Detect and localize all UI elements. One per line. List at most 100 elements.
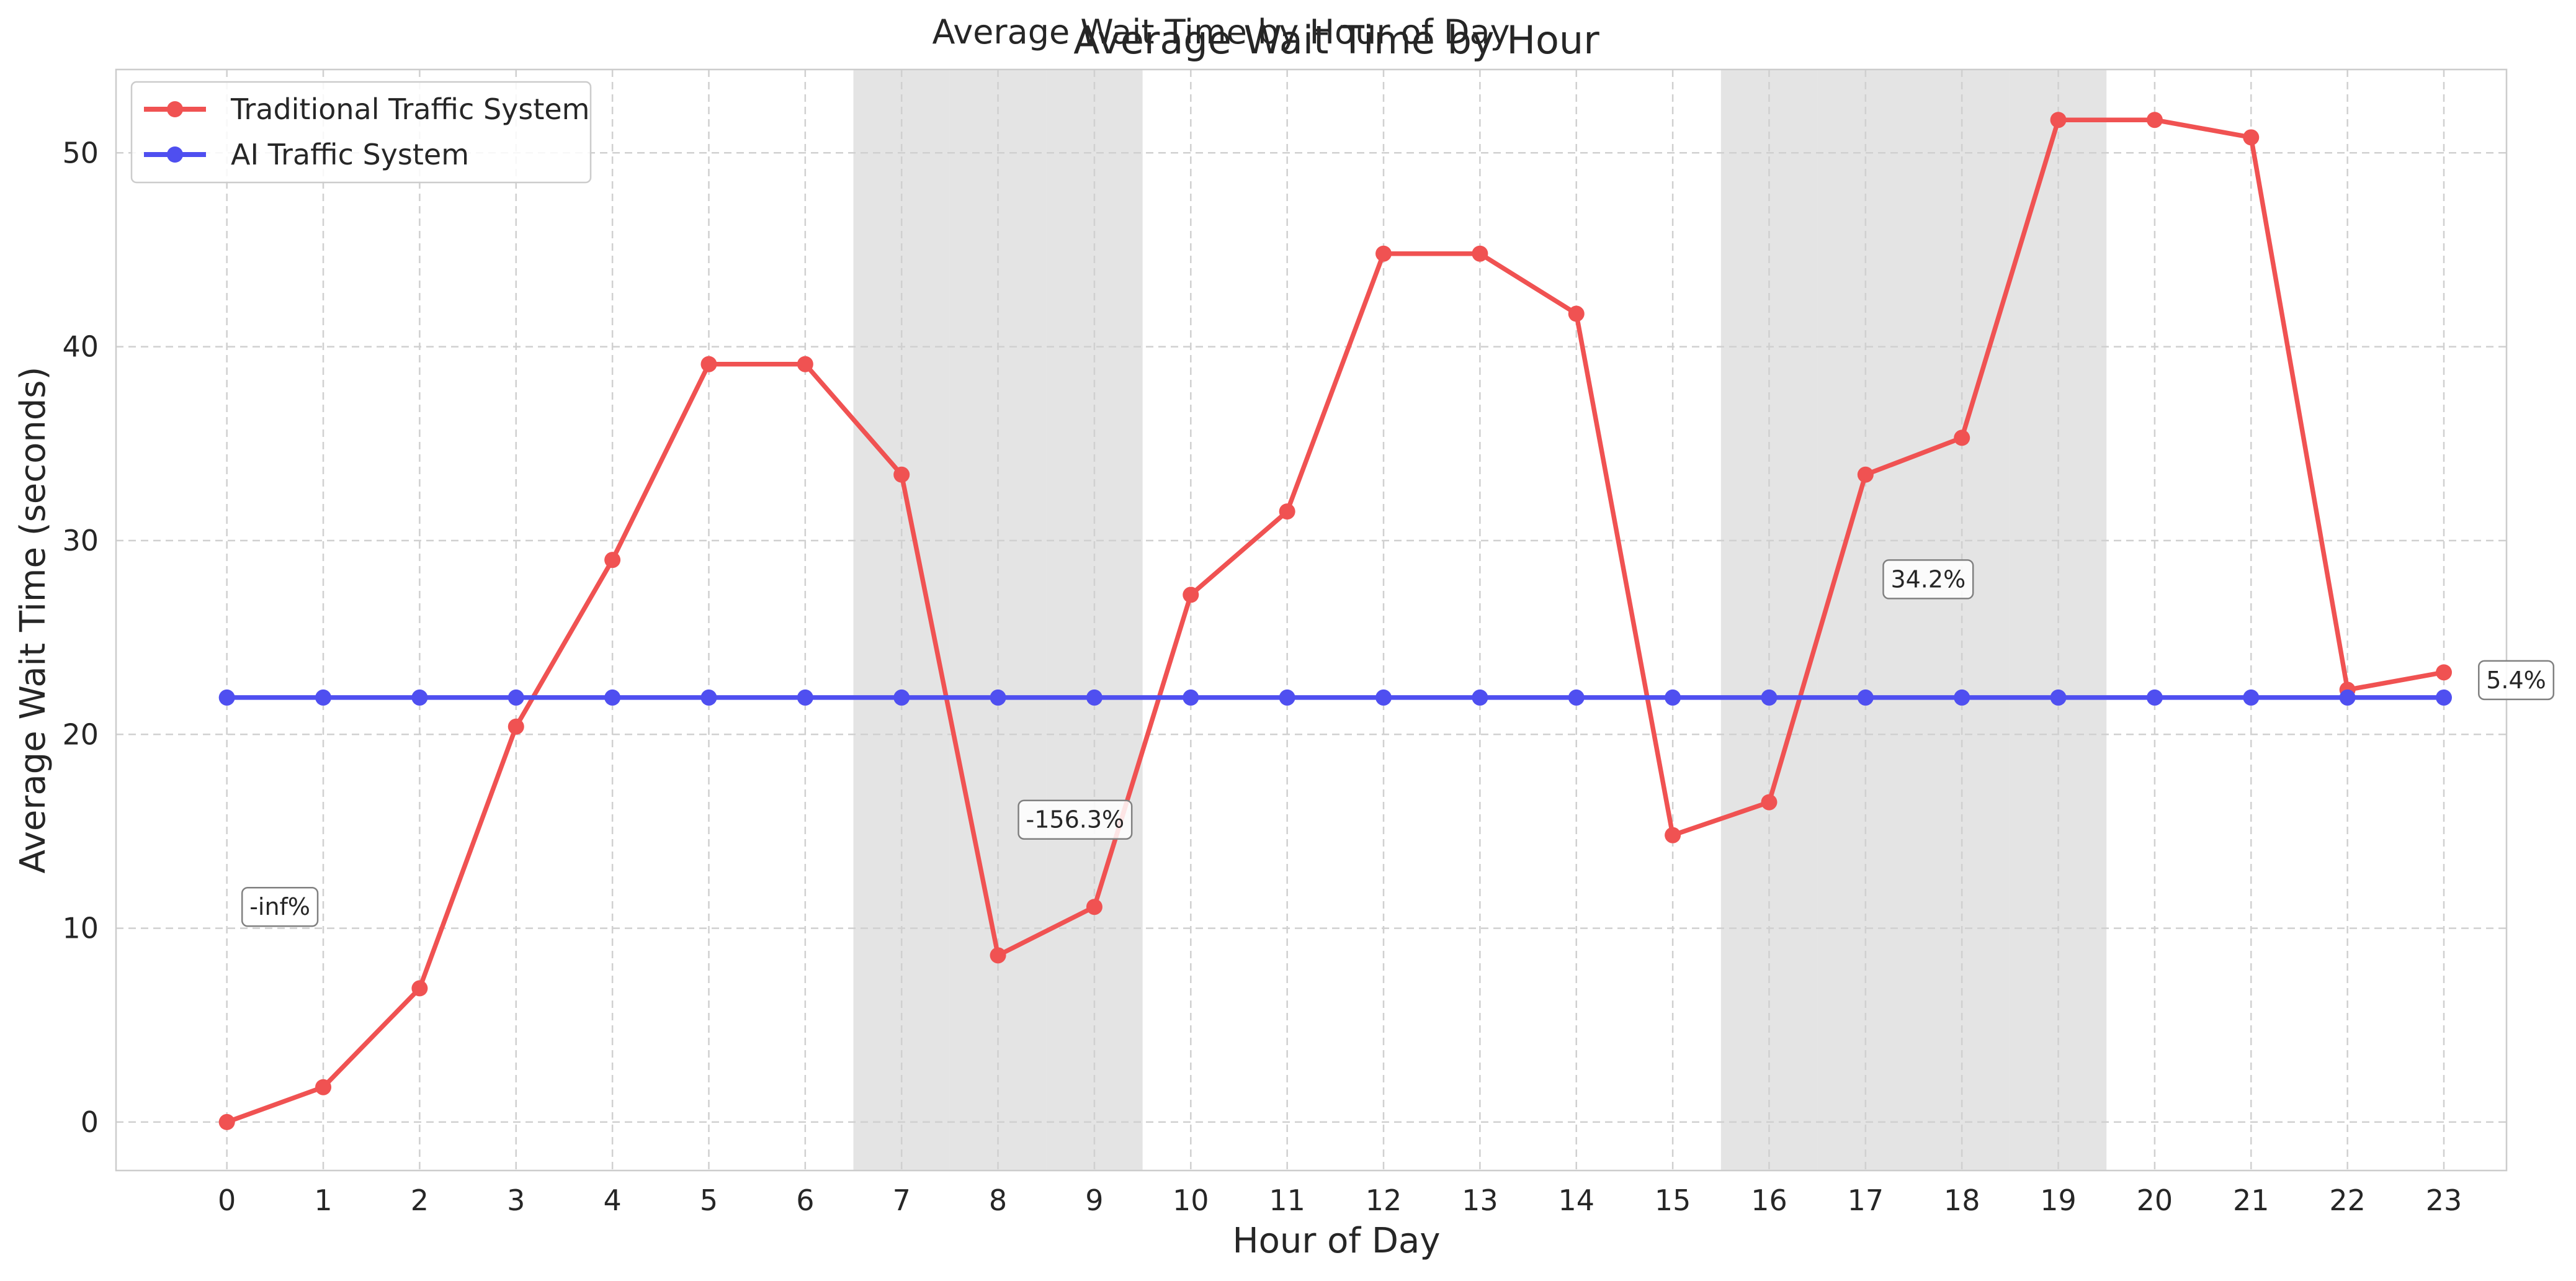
- series: [218, 112, 2453, 1130]
- x-tick-label: 22: [2329, 1184, 2366, 1217]
- x-tick-label: 9: [1085, 1184, 1103, 1217]
- data-point-traditional: [2146, 112, 2163, 128]
- annotation-box: [1017, 799, 1133, 840]
- x-tick-label: 11: [1269, 1184, 1305, 1217]
- y-axis-label: Average Wait Time (seconds): [13, 367, 53, 874]
- data-point-ai: [2436, 689, 2453, 706]
- x-tick-label: 1: [314, 1184, 332, 1217]
- data-point-traditional: [1472, 245, 1488, 262]
- data-point-ai: [990, 689, 1006, 706]
- data-point-ai: [1472, 689, 1488, 706]
- data-point-ai: [2146, 689, 2163, 706]
- legend-label-traditional: Traditional Traffic System: [230, 92, 589, 126]
- x-tick-label: 7: [893, 1184, 911, 1217]
- x-tick-label: 18: [1944, 1184, 1980, 1217]
- legend: Traditional Traffic System AI Traffic Sy…: [130, 81, 592, 184]
- data-point-traditional: [315, 1079, 332, 1095]
- data-point-traditional: [604, 552, 621, 569]
- data-point-ai: [218, 689, 235, 706]
- annotation-box: [2478, 660, 2555, 701]
- x-tick-label: 12: [1366, 1184, 1402, 1217]
- data-point-ai: [2339, 689, 2356, 706]
- x-tick-label: 14: [1558, 1184, 1594, 1217]
- x-tick-label: 4: [603, 1184, 621, 1217]
- legend-marker-ai: [167, 146, 183, 163]
- annotation-label: 5.4%: [2486, 667, 2546, 694]
- x-tick-labels: 0 1 2 3 4 5 6 7 8 9 10 11 12 13 14 15 16 17 18 19 20 21 22 23: [218, 1184, 2462, 1217]
- x-tick-label: 10: [1173, 1184, 1209, 1217]
- y-tick-label: 40: [62, 330, 99, 364]
- data-point-traditional: [2243, 129, 2260, 146]
- x-tick-label: 23: [2426, 1184, 2462, 1217]
- legend-label-ai: AI Traffic System: [231, 138, 469, 171]
- data-point-ai: [700, 689, 717, 706]
- x-tick-label: 19: [2040, 1184, 2077, 1217]
- chart-subtitle: Average Wait Time by Hour of Day: [932, 12, 1509, 52]
- x-tick-label: 20: [2137, 1184, 2173, 1217]
- annotation: 5.4%: [2478, 660, 2555, 701]
- x-tick-label: 21: [2233, 1184, 2270, 1217]
- data-point-traditional: [411, 980, 428, 997]
- data-point-ai: [315, 689, 332, 706]
- y-tick-labels: 0 10 20 30 40 50: [62, 136, 99, 1139]
- y-tick-label: 30: [62, 524, 99, 557]
- data-point-ai: [2050, 689, 2067, 706]
- data-point-ai: [1761, 689, 1778, 706]
- y-tick-label: 50: [62, 136, 99, 169]
- y-tick-label: 20: [62, 717, 99, 751]
- x-tick-label: 5: [700, 1184, 718, 1217]
- data-point-ai: [2243, 689, 2260, 706]
- data-point-ai: [1279, 689, 1295, 706]
- data-point-ai: [604, 689, 621, 706]
- data-point-traditional: [1375, 245, 1392, 262]
- x-tick-label: 16: [1751, 1184, 1787, 1217]
- data-point-traditional: [1954, 429, 1970, 446]
- x-tick-label: 13: [1462, 1184, 1498, 1217]
- x-tick-label: 15: [1655, 1184, 1691, 1217]
- data-point-traditional: [2436, 664, 2453, 681]
- data-point-ai: [1568, 689, 1585, 706]
- data-point-traditional: [1183, 587, 1199, 603]
- legend-marker-traditional: [167, 101, 183, 117]
- y-tick-label: 10: [62, 912, 99, 945]
- data-point-traditional: [1665, 827, 1681, 843]
- data-point-ai: [508, 689, 524, 706]
- data-point-traditional: [2050, 112, 2067, 128]
- data-point-traditional: [990, 947, 1006, 964]
- annotation-box: [241, 886, 319, 927]
- annotation-label: 34.2%: [1890, 565, 1966, 593]
- x-tick-label: 6: [796, 1184, 814, 1217]
- x-tick-label: 0: [218, 1184, 236, 1217]
- data-point-traditional: [1086, 899, 1102, 915]
- annotation-box: [1882, 559, 1974, 600]
- plot-background: [116, 70, 2507, 1171]
- x-tick-label: 8: [989, 1184, 1007, 1217]
- annotation-label: -inf%: [249, 893, 310, 920]
- data-point-ai: [1183, 689, 1199, 706]
- data-point-traditional: [508, 718, 524, 735]
- data-point-traditional: [1568, 305, 1585, 322]
- data-point-traditional: [218, 1113, 235, 1130]
- y-tick-label: 0: [81, 1105, 99, 1139]
- data-point-ai: [411, 689, 428, 706]
- series-line-traditional: [224, 117, 2446, 1125]
- data-point-ai: [1954, 689, 1970, 706]
- data-point-ai: [1375, 689, 1392, 706]
- data-point-traditional: [1279, 503, 1295, 520]
- annotation-label: -156.3%: [1026, 806, 1125, 834]
- data-point-ai: [1857, 689, 1874, 706]
- x-axis-label: Hour of Day: [1232, 1221, 1440, 1261]
- annotation: 34.2%: [1882, 559, 1974, 600]
- legend-frame: [130, 81, 592, 184]
- data-point-traditional: [700, 356, 717, 372]
- grid: [116, 70, 2507, 1171]
- data-point-traditional: [1761, 794, 1778, 811]
- data-point-traditional: [1857, 466, 1874, 483]
- annotation: -156.3%: [1017, 799, 1133, 840]
- chart-title: Average Wait Time by Hour: [1073, 17, 1599, 63]
- plot-frame: [115, 68, 2508, 1172]
- data-point-ai: [1665, 689, 1681, 706]
- data-point-ai: [1086, 689, 1102, 706]
- data-point-traditional: [797, 356, 813, 372]
- x-tick-label: 2: [411, 1184, 429, 1217]
